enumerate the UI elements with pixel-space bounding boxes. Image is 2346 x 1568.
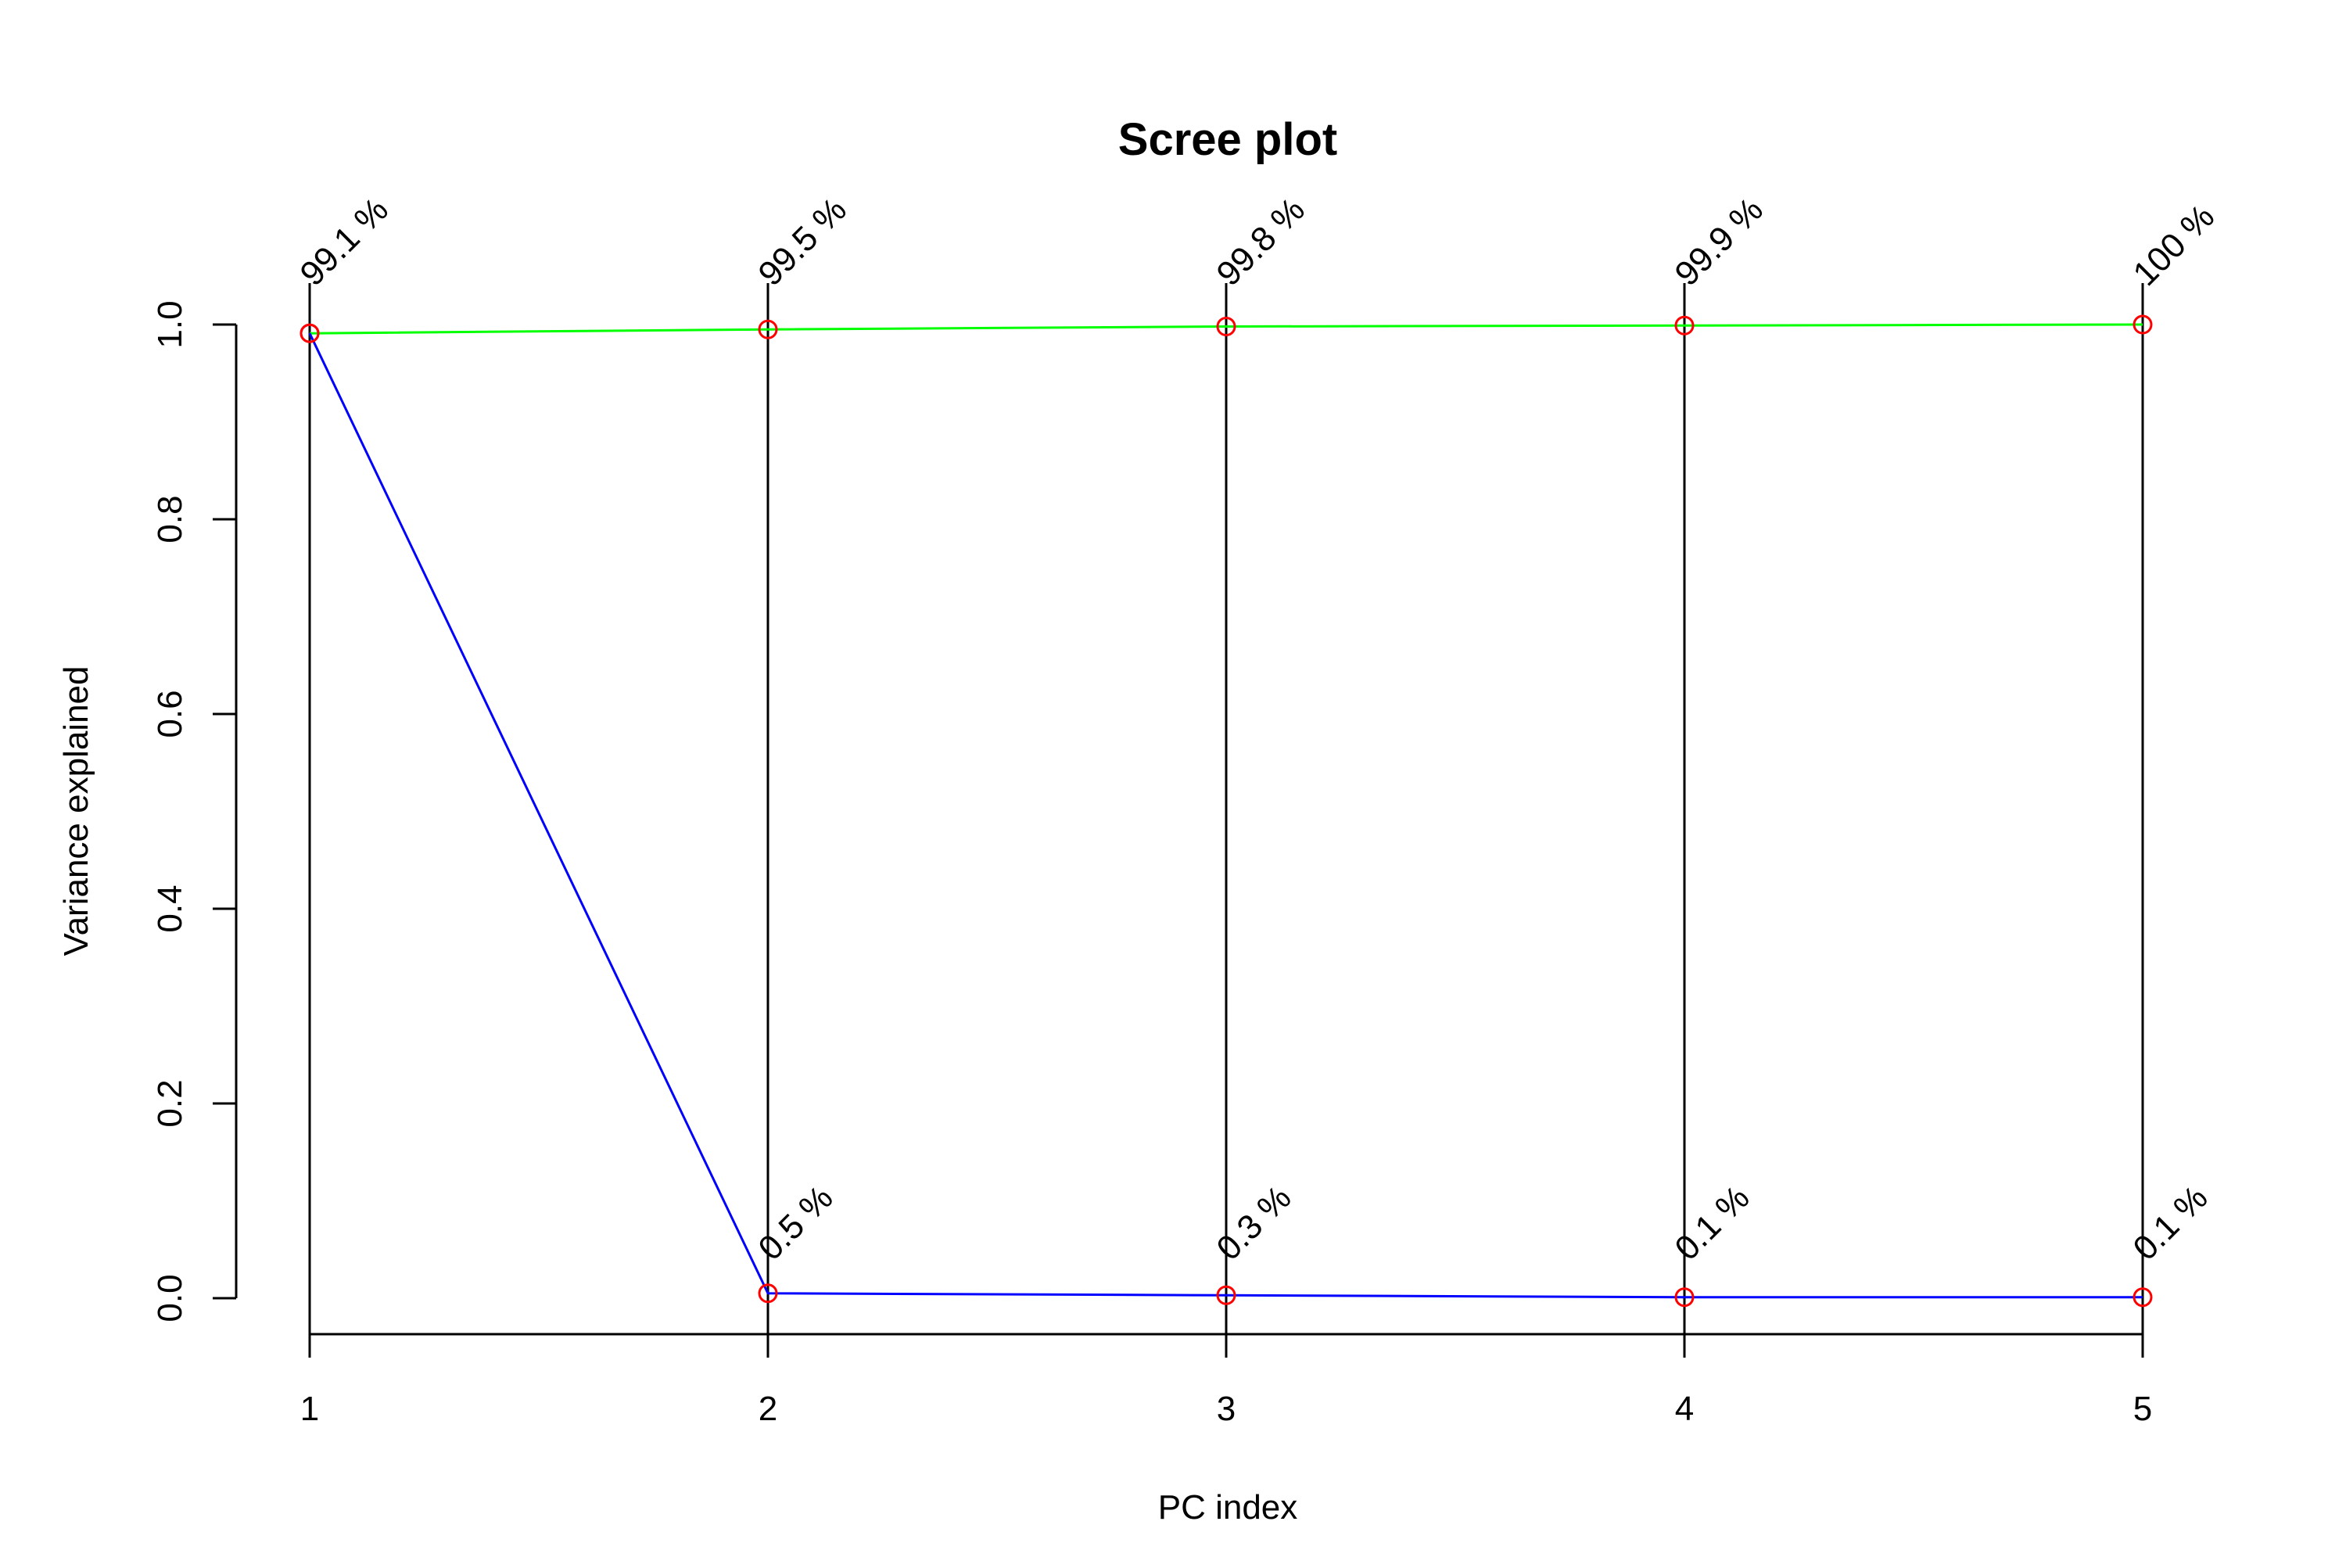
x-tick-label-4: 4 — [1675, 1390, 1694, 1428]
x-axis-title: PC index — [1158, 1488, 1298, 1527]
individual-point-5 — [2133, 1287, 2153, 1308]
x-tick-label-3: 3 — [1217, 1390, 1236, 1428]
chart-title: Scree plot — [1118, 114, 1337, 165]
cumulative-pct-label-3: 99.8 % — [1209, 191, 1312, 294]
individual-point-2 — [758, 1283, 778, 1304]
cumulative-point-3 — [1216, 316, 1236, 336]
y-tick-label-5: 1.0 — [151, 300, 189, 348]
y-tick-label-0: 0.0 — [151, 1274, 189, 1322]
individual-pct-label-3: 0.3 % — [1209, 1179, 1298, 1268]
individual-pct-label-4: 0.1 % — [1667, 1179, 1756, 1268]
x-tick-label-2: 2 — [759, 1390, 777, 1428]
individual-point-1 — [300, 323, 320, 343]
individual-pct-label-2: 0.5 % — [751, 1179, 840, 1268]
y-tick-label-1: 0.2 — [151, 1079, 189, 1127]
individual-point-4 — [1674, 1287, 1695, 1308]
cumulative-point-4 — [1674, 315, 1695, 335]
cumulative-pct-label-5: 100 % — [2125, 197, 2222, 293]
cumulative-series-line — [309, 323, 2143, 335]
x-tick-label-1: 1 — [300, 1390, 319, 1428]
cumulative-pct-label-2: 99.5 % — [751, 191, 854, 294]
x-tick-label-5: 5 — [2133, 1390, 2152, 1428]
y-axis-title: Variance explained — [57, 666, 95, 956]
cumulative-pct-label-4: 99.9 % — [1667, 191, 1770, 294]
individual-point-3 — [1216, 1285, 1236, 1305]
y-tick-label-4: 0.8 — [151, 495, 189, 543]
y-tick-label-3: 0.6 — [151, 690, 189, 737]
y-tick-label-2: 0.4 — [151, 884, 189, 932]
individual-pct-label-5: 0.1 % — [2125, 1179, 2215, 1268]
cumulative-pct-label-1: 99.1 % — [292, 191, 396, 294]
individual-series-line — [308, 332, 2143, 1299]
cumulative-point-2 — [758, 319, 778, 339]
cumulative-point-5 — [2133, 314, 2153, 335]
